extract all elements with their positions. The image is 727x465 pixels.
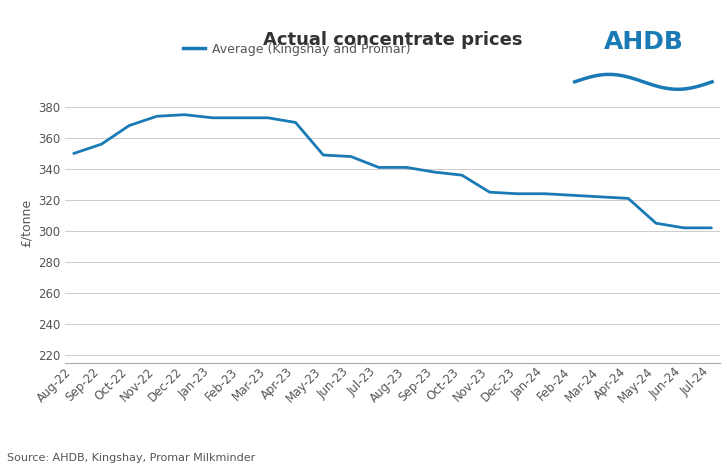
Legend: Average (Kingshay and Promar): Average (Kingshay and Promar) <box>183 42 410 55</box>
Text: Source: AHDB, Kingshay, Promar Milkminder: Source: AHDB, Kingshay, Promar Milkminde… <box>7 452 255 463</box>
Title: Actual concentrate prices: Actual concentrate prices <box>263 31 522 49</box>
Text: AHDB: AHDB <box>603 30 683 54</box>
Y-axis label: £/tonne: £/tonne <box>20 199 33 247</box>
